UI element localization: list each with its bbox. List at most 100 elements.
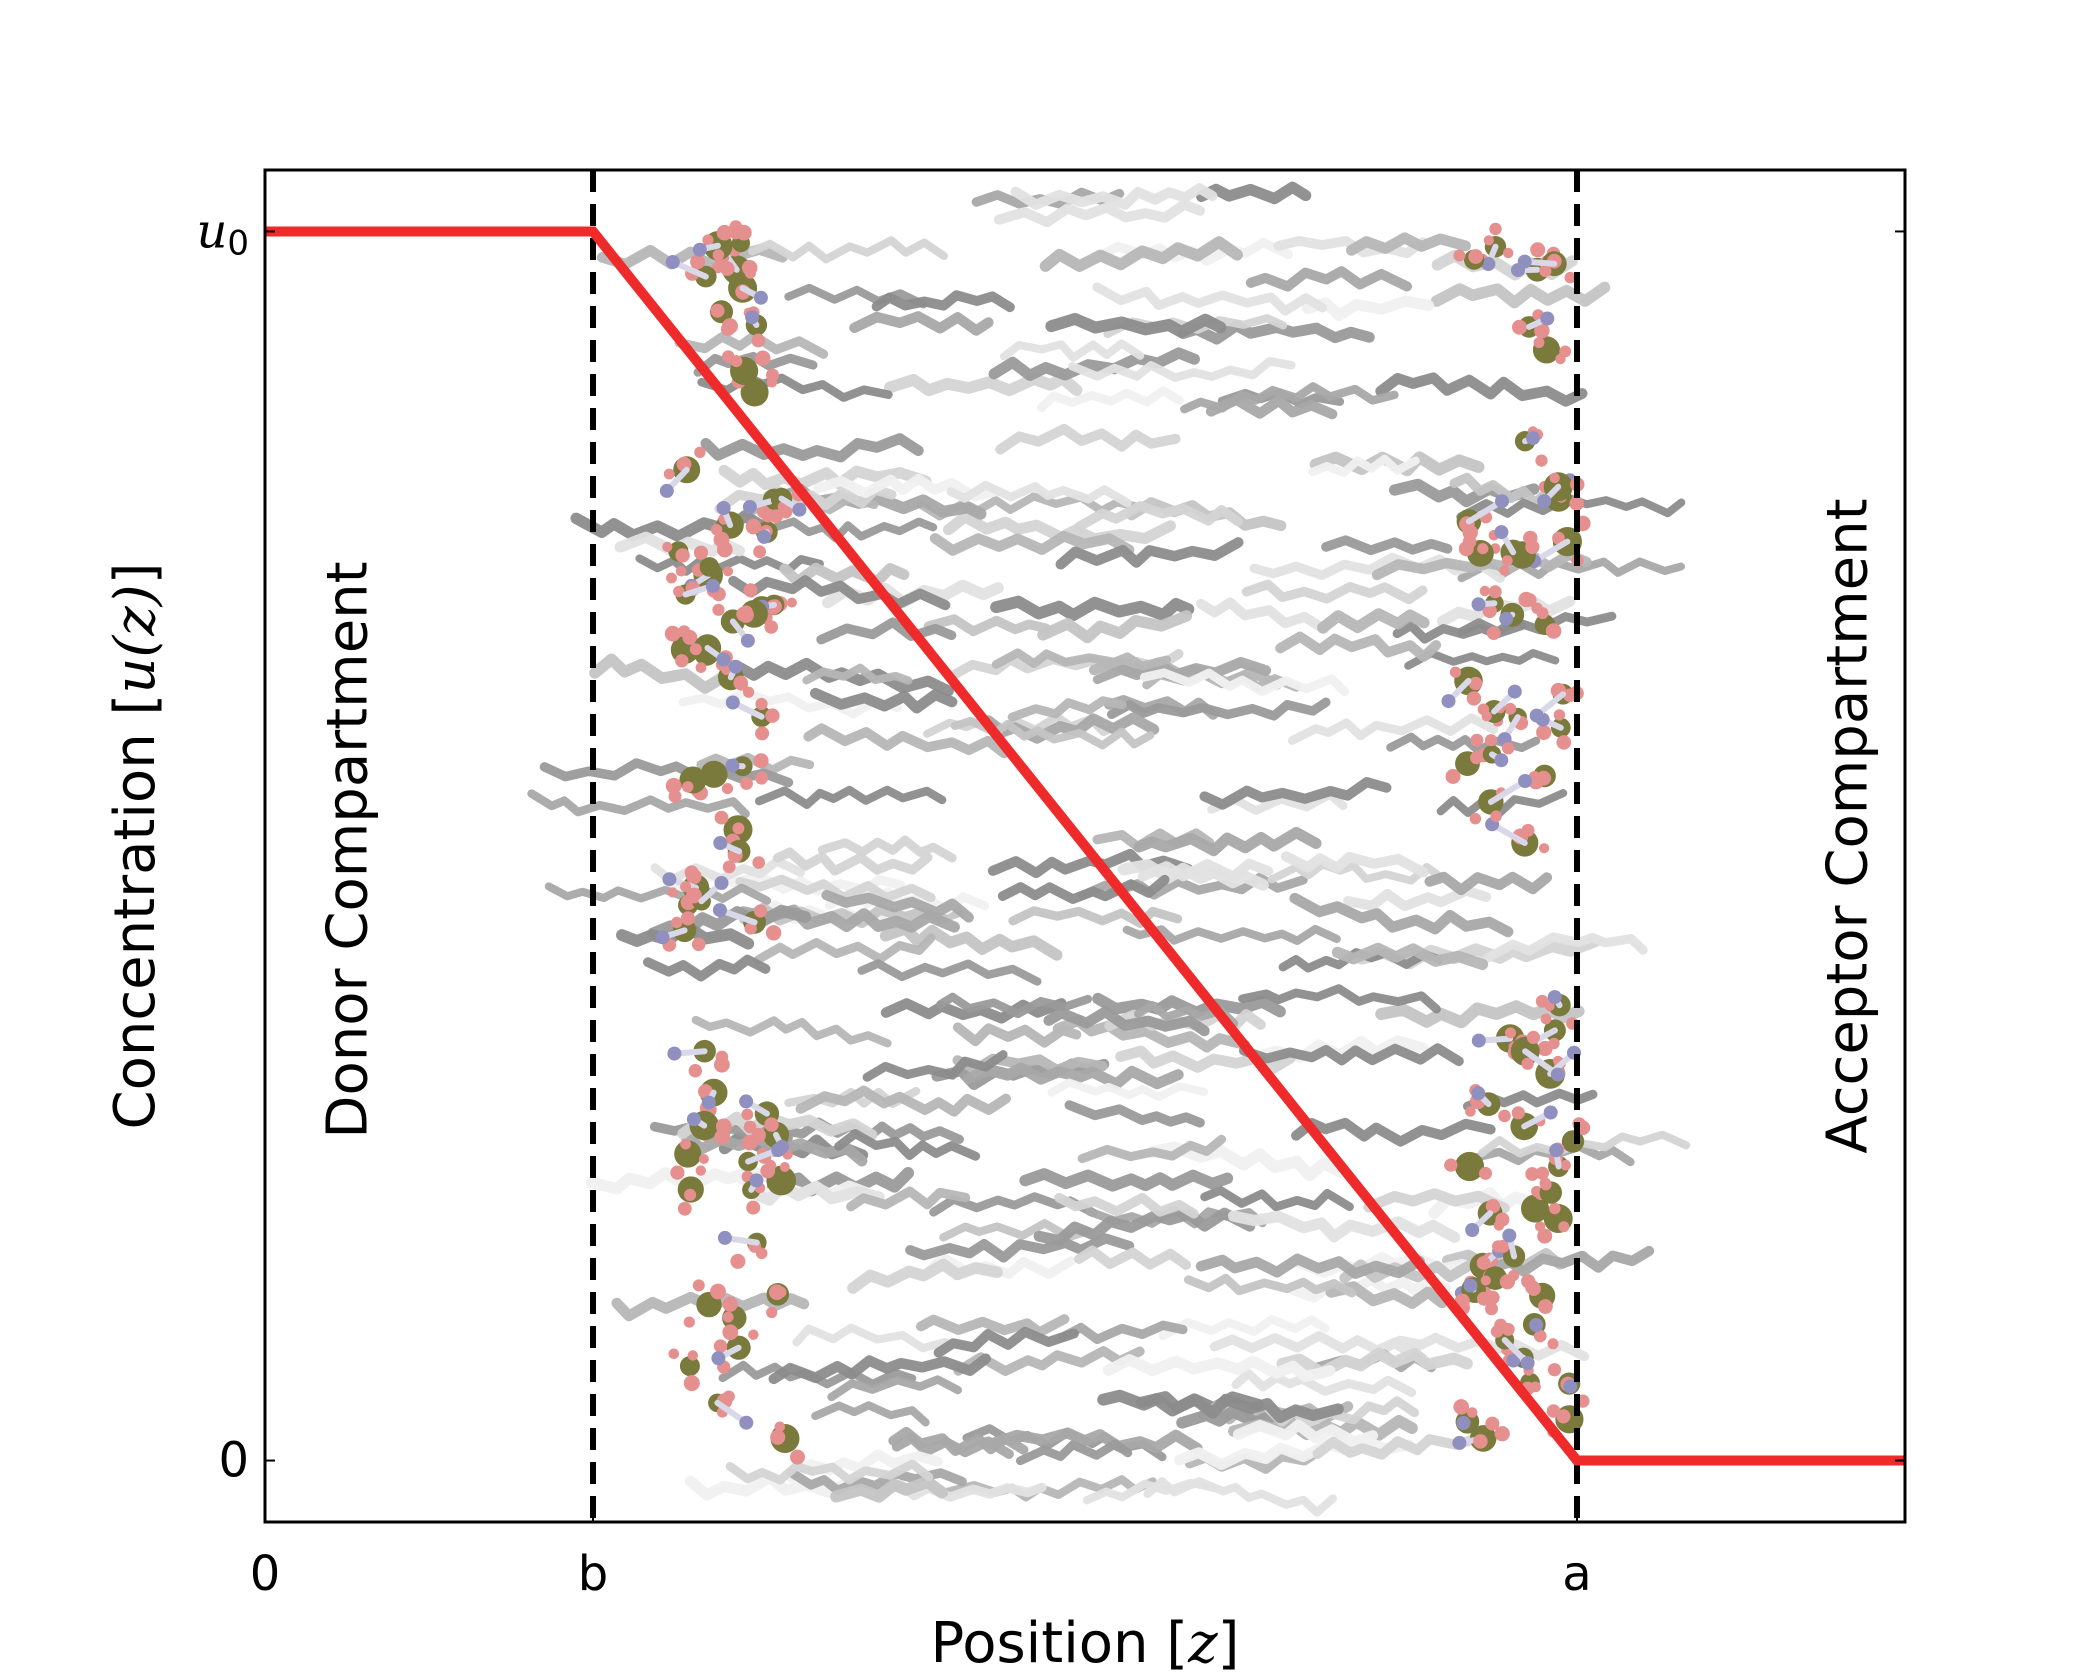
lipid-tail xyxy=(997,874,1170,904)
lipid-tail xyxy=(1289,892,1514,938)
x-tick-label-2: a xyxy=(1562,1546,1591,1602)
lipid-tail xyxy=(1104,695,1219,720)
oxygen-atom xyxy=(691,937,706,952)
oxygen-atom xyxy=(742,1134,758,1151)
oxygen-atom xyxy=(779,1162,790,1172)
phosphate-atom xyxy=(674,1140,702,1168)
donor-compartment-label: Donor Compartment xyxy=(316,561,381,1138)
oxygen-atom xyxy=(790,1449,805,1465)
lipid-tail xyxy=(753,933,936,965)
lipid-tail xyxy=(1245,266,1413,292)
phosphate-atom xyxy=(679,1356,700,1377)
oxygen-atom xyxy=(722,860,736,874)
oxygen-atom xyxy=(722,1324,739,1341)
lipid-tail xyxy=(764,517,938,543)
lipid-tail xyxy=(1045,312,1227,338)
nitrogen-atom xyxy=(1550,1067,1565,1082)
nitrogen-atom xyxy=(686,1112,701,1127)
oxygen-atom xyxy=(714,810,729,825)
oxygen-atom xyxy=(686,887,702,904)
lipid-tail xyxy=(905,1233,1135,1263)
lipid-tail xyxy=(678,687,903,719)
lipid-tail xyxy=(1209,1331,1426,1358)
oxygen-atom xyxy=(722,566,734,577)
oxygen-atom xyxy=(1537,1228,1553,1244)
oxygen-atom xyxy=(1488,585,1502,599)
lipid-tail xyxy=(811,1401,930,1427)
lipid-tail xyxy=(802,663,913,685)
lipid-tail xyxy=(749,1180,885,1206)
lipid-tail xyxy=(1238,984,1441,1014)
lipid-tail xyxy=(1082,1478,1219,1505)
oxygen-atom xyxy=(687,1350,698,1361)
lipid-tail xyxy=(1177,320,1375,345)
oxygen-atom xyxy=(1545,623,1562,639)
oxygen-atom xyxy=(1548,1037,1560,1050)
oxygen-atom xyxy=(1468,676,1483,691)
lipid-tail xyxy=(1196,181,1312,205)
x-tick-label-0: 0 xyxy=(250,1546,281,1602)
oxygen-atom xyxy=(1496,1239,1510,1253)
lipid-tail xyxy=(915,1314,1070,1338)
oxygen-atom xyxy=(1445,769,1461,784)
nitrogen-atom xyxy=(740,633,755,648)
oxygen-atom xyxy=(714,1056,730,1073)
nitrogen-atom xyxy=(1520,1356,1535,1371)
oxygen-atom xyxy=(733,675,748,691)
phosphate-atom xyxy=(740,378,769,407)
nitrogen-atom xyxy=(1549,1143,1564,1158)
oxygen-atom xyxy=(1504,702,1517,715)
concentration-series xyxy=(265,226,1905,1466)
oxygen-atom xyxy=(764,1117,779,1132)
oxygen-atom xyxy=(753,545,766,559)
oxygen-atom xyxy=(1444,1158,1458,1172)
lipid-tail xyxy=(585,1166,772,1195)
nitrogen-atom xyxy=(725,695,740,710)
lipid-tail xyxy=(1068,356,1296,382)
lipid-tail xyxy=(1424,871,1553,896)
oxygen-atom xyxy=(1539,264,1552,278)
oxygen-atom xyxy=(716,224,733,241)
oxygen-atom xyxy=(683,1375,700,1392)
oxygen-atom xyxy=(1508,1269,1520,1282)
lipid-tail xyxy=(830,1475,948,1503)
oxygen-atom xyxy=(1563,688,1577,702)
oxygen-atom xyxy=(755,1247,768,1260)
lipid-tail xyxy=(1276,1347,1473,1379)
oxygen-atom xyxy=(712,603,725,616)
lipid-tail xyxy=(1404,649,1560,670)
nitrogen-atom xyxy=(1563,1379,1578,1394)
lipid-tail xyxy=(1317,608,1430,634)
oxygen-atom xyxy=(1512,319,1527,335)
oxygen-atom xyxy=(746,1200,761,1215)
lipid-tail xyxy=(1015,1439,1133,1466)
lipid-tail xyxy=(1325,1281,1448,1309)
nitrogen-atom xyxy=(667,1046,682,1061)
oxygen-atom xyxy=(1494,1318,1507,1332)
oxygen-atom xyxy=(755,726,770,741)
oxygen-atom xyxy=(1479,585,1491,597)
nitrogen-atom xyxy=(1494,753,1509,768)
oxygen-atom xyxy=(1535,994,1549,1008)
nitrogen-atom xyxy=(717,1230,732,1245)
oxygen-atom xyxy=(689,643,702,656)
nitrogen-atom xyxy=(665,255,680,269)
nitrogen-atom xyxy=(749,1173,764,1188)
oxygen-atom xyxy=(741,1108,754,1121)
lipid-tail xyxy=(1294,1251,1481,1278)
oxygen-atom xyxy=(1540,1013,1552,1025)
oxygen-atom xyxy=(1477,543,1489,555)
oxygen-atom xyxy=(764,620,778,634)
oxygen-atom xyxy=(1495,1212,1510,1227)
oxygen-atom xyxy=(721,783,734,795)
oxygen-atom xyxy=(765,925,782,941)
lipid-tail xyxy=(993,199,1206,228)
oxygen-atom xyxy=(1534,323,1550,339)
lipid-tail xyxy=(1047,1078,1209,1101)
lipid-tail xyxy=(735,874,936,903)
oxygen-atom xyxy=(1511,1106,1525,1120)
lipid-tail xyxy=(1010,183,1218,210)
oxygen-atom xyxy=(748,1329,759,1340)
lipid-tail xyxy=(1173,1437,1414,1471)
lipid-tail xyxy=(995,423,1181,455)
